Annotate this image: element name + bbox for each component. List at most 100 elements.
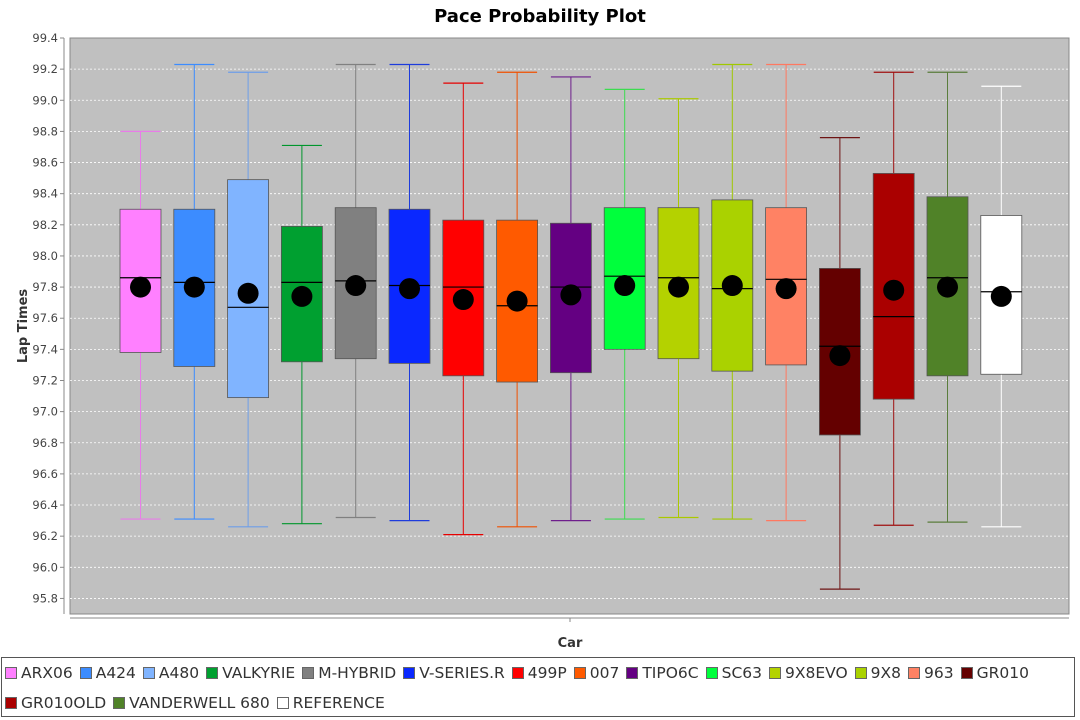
y-tick-label: 97.4 bbox=[32, 342, 58, 356]
y-tick-label: 97.0 bbox=[32, 405, 58, 419]
legend-item: TIPO6C bbox=[626, 662, 699, 684]
legend-item: V-SERIES.R bbox=[403, 662, 505, 684]
y-axis-label: Lap Times bbox=[16, 289, 31, 364]
legend-label: A424 bbox=[95, 664, 136, 682]
box-plot-gr010old bbox=[872, 71, 915, 526]
y-tick-label: 97.8 bbox=[32, 280, 58, 294]
legend-item: M-HYBRID bbox=[302, 662, 396, 684]
mean-marker bbox=[883, 279, 905, 301]
legend-label: 963 bbox=[924, 664, 954, 682]
legend-label: 9X8EVO bbox=[785, 664, 848, 682]
legend-item: A424 bbox=[79, 662, 136, 684]
y-tick-label: 95.8 bbox=[32, 591, 58, 605]
legend-item: 963 bbox=[908, 662, 954, 684]
legend-swatch bbox=[626, 667, 639, 679]
legend-item: 007 bbox=[573, 662, 620, 684]
mean-marker bbox=[721, 275, 743, 297]
y-tick-label: 97.6 bbox=[32, 311, 58, 325]
box-plot-a424 bbox=[173, 63, 216, 520]
x-axis-label: Car bbox=[558, 636, 583, 651]
box-plot-a480 bbox=[227, 71, 270, 528]
mean-marker bbox=[775, 278, 797, 300]
legend-label: SC63 bbox=[721, 664, 762, 682]
y-tick-label: 98.4 bbox=[32, 187, 58, 201]
mean-marker bbox=[668, 276, 689, 298]
legend-item: A480 bbox=[142, 662, 200, 684]
y-tick-label: 96.2 bbox=[32, 529, 58, 543]
y-tick-label: 97.2 bbox=[32, 373, 58, 387]
y-tick-label: 96.4 bbox=[32, 498, 58, 512]
legend-swatch bbox=[573, 667, 586, 679]
legend-item: 9X8 bbox=[854, 662, 901, 684]
mean-marker bbox=[614, 275, 636, 297]
legend-swatch bbox=[142, 667, 155, 679]
y-tick-label: 99.0 bbox=[32, 93, 58, 107]
iqr-box bbox=[926, 196, 969, 377]
legend-label: GR010 bbox=[976, 664, 1029, 682]
legend-item: SC63 bbox=[705, 662, 762, 684]
legend-swatch bbox=[79, 667, 92, 679]
iqr-box bbox=[173, 208, 216, 367]
legend-label: V-SERIES.R bbox=[419, 664, 505, 682]
legend-item: REFERENCE bbox=[276, 692, 385, 714]
legend-label: A480 bbox=[158, 664, 200, 682]
chart-title: Pace Probability Plot bbox=[434, 6, 646, 27]
chart-legend: ARX06 A424 A480 VALKYRIE M-HYBRID V-SERIES.R 4… bbox=[1, 657, 1075, 717]
legend-swatch bbox=[705, 667, 718, 679]
legend-label: REFERENCE bbox=[292, 694, 385, 712]
legend-swatch bbox=[854, 667, 867, 679]
legend-items: ARX06 A424 A480 VALKYRIE M-HYBRID V-SERIES.R 4… bbox=[5, 662, 1070, 714]
y-tick-label: 98.6 bbox=[32, 156, 58, 170]
mean-marker bbox=[990, 285, 1012, 307]
legend-swatch bbox=[769, 667, 781, 679]
box-plot-9x8 bbox=[711, 63, 754, 520]
box-plots bbox=[119, 63, 1023, 590]
legend-label: TIPO6C bbox=[642, 664, 699, 682]
legend-label: M-HYBRID bbox=[318, 664, 397, 682]
mean-marker bbox=[452, 289, 474, 311]
mean-marker bbox=[506, 290, 528, 312]
y-tick-label: 99.2 bbox=[32, 62, 58, 76]
legend-swatch bbox=[113, 697, 126, 709]
legend-swatch bbox=[5, 667, 17, 679]
y-tick-label: 98.2 bbox=[32, 218, 58, 232]
legend-item: GR010OLD bbox=[5, 692, 106, 714]
pace-chart: Pace Probability Plot 95.8 96.0 96.2 96.4 96… bbox=[16, 6, 1070, 651]
mean-marker bbox=[829, 345, 851, 367]
legend-item: ARX06 bbox=[5, 662, 73, 684]
legend-label: VANDERWELL 680 bbox=[129, 694, 270, 712]
box-plot-reference bbox=[980, 85, 1023, 528]
mean-marker bbox=[937, 276, 958, 298]
mean-marker bbox=[399, 278, 420, 300]
legend-item: GR010 bbox=[960, 662, 1029, 684]
legend-swatch bbox=[511, 667, 524, 679]
y-tick-label: 98.0 bbox=[32, 249, 58, 263]
legend-swatch bbox=[206, 667, 219, 679]
box-plot-arx06 bbox=[119, 130, 162, 520]
mean-marker bbox=[560, 284, 582, 306]
mean-marker bbox=[237, 282, 259, 304]
mean-marker bbox=[291, 285, 313, 307]
mean-marker bbox=[130, 276, 151, 298]
legend-item: VANDERWELL 680 bbox=[113, 692, 270, 714]
legend-swatch bbox=[276, 697, 289, 709]
y-tick-label: 96.0 bbox=[32, 560, 58, 574]
y-tick-label: 96.6 bbox=[32, 467, 58, 481]
box-plot-007 bbox=[496, 71, 539, 528]
legend-label: 007 bbox=[589, 664, 620, 682]
legend-swatch bbox=[403, 667, 416, 679]
legend-label: GR010OLD bbox=[21, 694, 107, 712]
legend-item: 9X8EVO bbox=[769, 662, 848, 684]
box-plot-vanderwell-680 bbox=[926, 71, 969, 523]
legend-item: VALKYRIE bbox=[206, 662, 295, 684]
y-axis-ticks: 95.8 96.0 96.2 96.4 96.6 96.8 97.0 97.2 97.4 97.6… bbox=[32, 31, 64, 605]
box-plot-v-series-r bbox=[388, 63, 431, 522]
box-plot-tipo6c bbox=[550, 76, 592, 522]
legend-swatch bbox=[5, 697, 17, 709]
box-plot-499p bbox=[442, 82, 485, 536]
legend-label: VALKYRIE bbox=[222, 664, 296, 682]
y-tick-label: 96.8 bbox=[32, 436, 58, 450]
box-plot-9x8evo bbox=[657, 98, 700, 519]
box-plot-gr010 bbox=[819, 137, 861, 590]
legend-swatch bbox=[908, 667, 921, 679]
